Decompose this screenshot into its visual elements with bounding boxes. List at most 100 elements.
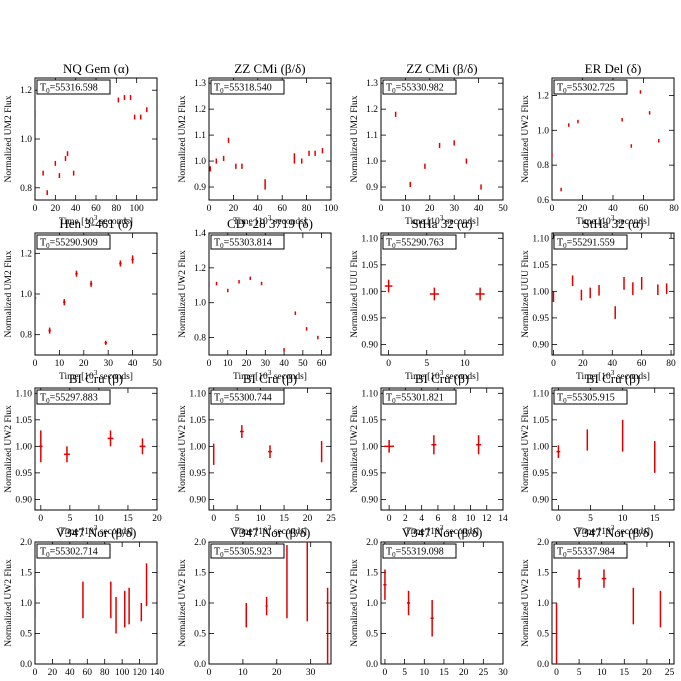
t0-box: [210, 79, 285, 95]
y-tick-label: 0.0: [537, 660, 549, 670]
x-tick-label: 25: [479, 668, 489, 676]
panel-title: Hen 3-461 (δ): [59, 216, 132, 231]
x-tick-label: 10: [460, 359, 470, 369]
x-tick-label: 0: [33, 668, 38, 676]
data-series: [552, 275, 668, 319]
data-point: [384, 279, 393, 293]
y-tick-label: 1.10: [532, 234, 549, 244]
x-label-sup: 3: [611, 214, 615, 222]
x-tick-label: 10: [401, 204, 411, 214]
x-label-pre: Time [10: [576, 372, 611, 382]
panel-title: StHa 32 (α): [412, 216, 473, 231]
x-tick-label: 12: [482, 514, 492, 524]
data-series: [384, 279, 485, 301]
x-tick-label: 40: [65, 668, 75, 676]
x-tick-label: 80: [100, 668, 110, 676]
x-tick-label: 80: [302, 204, 312, 214]
data-point: [383, 569, 387, 600]
x-tick-label: 25: [665, 668, 675, 676]
x-tick-label: 30: [306, 668, 316, 676]
t0-base: T: [386, 547, 392, 558]
x-label-pre: Time [10: [233, 217, 268, 227]
x-label-post: seconds]: [97, 372, 133, 382]
y-tick-label: 1.3: [366, 79, 378, 89]
t0-label: T0=55302.714: [40, 547, 98, 560]
x-tick-label: 30: [261, 359, 271, 369]
x-label-post: seconds]: [614, 217, 650, 227]
x-axis-label: Time [103 seconds]: [233, 524, 307, 537]
x-tick-label: 40: [253, 204, 263, 214]
y-tick-label: 0.5: [366, 630, 378, 640]
x-tick-label: 0: [207, 204, 212, 214]
t0-sub: 0: [392, 551, 396, 559]
x-tick-label: 0: [550, 204, 555, 214]
y-tick-label: 1.2: [194, 105, 206, 115]
t0-label: T0=55300.744: [214, 393, 272, 406]
y-tick-label: 0.0: [20, 660, 32, 670]
plot-frame: [34, 541, 158, 665]
x-tick-label: 20: [578, 204, 588, 214]
panel-2: ZZ CMi (β/δ) 0 20 40 60 80 100 0.9 1.0 1.1 1.2 1.3 T…: [178, 61, 338, 227]
y-tick-label: 0.0: [366, 660, 378, 670]
x-tick-label: 80: [112, 204, 122, 214]
y-tick-label: 1.05: [189, 416, 206, 426]
y-axis-label: Normalized UW2 Flux: [178, 405, 188, 493]
panel-title: CD -28 3719 (δ): [227, 216, 313, 231]
y-tick-label: 1.5: [194, 569, 206, 579]
t0-box: [553, 234, 628, 250]
y-axis-label: Normalized UW2 Flux: [521, 95, 531, 183]
x-tick-label: 20: [229, 204, 239, 214]
plot-frame: [380, 232, 504, 356]
data-point: [268, 445, 272, 459]
plot-frame: [34, 232, 158, 356]
panel-title: ER Del (δ): [585, 61, 642, 76]
panel-7: StHa 32 (α) 0 5 10 0.90 0.95 1.00 1.05 1.10 Time …: [350, 216, 504, 382]
x-label-post: seconds]: [271, 527, 307, 537]
x-label-pre: Time [10: [233, 372, 268, 382]
t0-value: =55301.821: [396, 393, 444, 404]
t0-box: [36, 543, 111, 559]
y-tick-label: 0.6: [537, 196, 549, 206]
t0-box: [382, 79, 457, 95]
t0-value: =55318.540: [224, 83, 272, 94]
y-tick-label: 1.05: [532, 416, 549, 426]
y-tick-label: 1.2: [194, 264, 206, 274]
t0-box: [36, 79, 111, 95]
panel-title: BI Cru (β): [586, 371, 640, 386]
plot-frame: [208, 232, 332, 356]
x-label-pre: Time [10: [405, 217, 440, 227]
panel-title: V347 Nor (β/δ): [56, 525, 137, 540]
x-tick-label: 80: [666, 359, 676, 369]
t0-sub: 0: [563, 397, 567, 405]
x-label-sup: 3: [268, 369, 272, 377]
x-tick-label: 0: [383, 668, 388, 676]
y-tick-label: 0.90: [532, 495, 549, 505]
y-tick-label: 1.00: [361, 442, 378, 452]
y-tick-label: 0.95: [532, 314, 549, 324]
x-tick-label: 0: [556, 514, 561, 524]
t0-base: T: [557, 83, 563, 94]
data-point: [429, 287, 439, 301]
data-point: [104, 340, 107, 345]
t0-sub: 0: [46, 551, 50, 559]
x-tick-label: 60: [83, 668, 93, 676]
y-tick-label: 1.05: [15, 416, 32, 426]
data-point: [431, 435, 437, 455]
y-axis-label: Normalized UUU Flux: [521, 250, 531, 338]
y-axis-label: Normalized UW2 Flux: [521, 559, 531, 647]
x-tick-label: 100: [115, 668, 130, 676]
plot-frame: [208, 387, 332, 511]
data-series: [209, 276, 319, 352]
t0-sub: 0: [46, 242, 50, 250]
x-label-pre: Time [10: [59, 217, 94, 227]
data-series: [209, 542, 329, 664]
y-tick-label: 1.0: [537, 126, 549, 136]
x-tick-label: 100: [130, 204, 145, 214]
y-tick-label: 1.10: [532, 389, 549, 399]
t0-sub: 0: [220, 242, 224, 250]
x-axis-label: Time [103 seconds]: [405, 524, 479, 537]
t0-sub: 0: [220, 87, 224, 95]
t0-label: T0=55337.984: [557, 547, 615, 560]
data-series: [35, 95, 148, 196]
